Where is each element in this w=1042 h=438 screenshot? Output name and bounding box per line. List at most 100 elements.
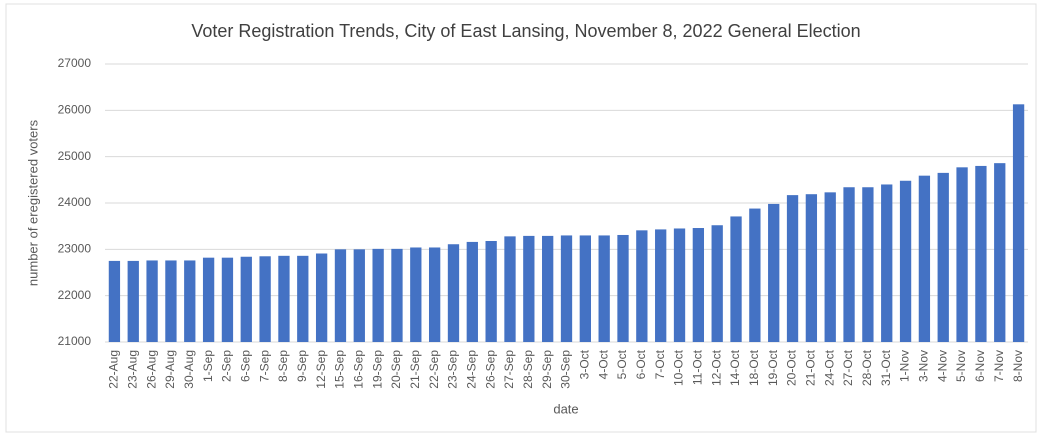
bar [1012,104,1025,342]
bar [184,260,196,342]
bar [259,256,271,342]
x-tick-label: 27-Sep [502,350,516,389]
bar [334,249,347,342]
bar [353,249,365,342]
bar [768,203,780,342]
y-tick-label: 27000 [58,56,92,70]
x-tick-label: 7-Oct [653,349,667,379]
y-axis-title: number of eregistered voters [25,119,40,286]
bar [410,247,422,342]
bar [297,255,309,342]
x-tick-label: 12-Sep [314,350,328,389]
x-tick-label: 30-Aug [182,350,196,389]
bar [617,234,629,342]
bar [523,235,535,342]
bar [560,235,573,342]
x-tick-label: 20-Oct [785,349,799,386]
bar [937,172,949,342]
bar [165,260,177,342]
x-tick-label: 26-Aug [144,350,158,389]
x-tick-label: 26-Sep [483,350,497,389]
x-axis-title: date [553,401,578,416]
x-tick-label: 14-Oct [728,349,742,386]
x-tick-label: 31-Oct [879,349,893,386]
y-tick-label: 23000 [58,242,92,256]
bar [315,253,328,342]
bar [579,235,591,342]
bar [466,241,478,342]
x-tick-label: 22-Sep [427,350,441,389]
x-tick-label: 3-Oct [578,349,592,379]
x-tick-label: 22-Aug [107,350,121,389]
bar [899,180,912,342]
bar [749,208,761,342]
x-tick-label: 6-Nov [973,350,987,382]
x-tick-label: 4-Oct [596,349,610,379]
bar [730,216,742,342]
bar [391,248,403,342]
bar [108,260,121,342]
x-tick-label: 16-Sep [351,350,365,389]
x-tick-label: 27-Oct [841,349,855,386]
bar [485,240,497,342]
bar [824,192,836,342]
bar [146,260,158,342]
x-tick-label: 23-Aug [125,350,139,389]
y-tick-label: 21000 [58,334,92,348]
chart-title: Voter Registration Trends, City of East … [191,21,860,41]
x-tick-label: 21-Sep [408,350,422,389]
x-tick-label: 7-Sep [257,350,271,382]
x-tick-label: 24-Sep [464,350,478,389]
x-tick-label: 5-Oct [615,349,629,379]
x-tick-label: 28-Sep [521,350,535,389]
x-tick-label: 30-Sep [559,350,573,389]
bar [447,244,460,342]
bar [598,235,610,342]
x-tick-label: 8-Sep [276,350,290,382]
x-tick-label: 18-Oct [747,349,761,386]
bar [692,228,705,342]
bar [711,225,723,342]
x-tick-label: 9-Sep [295,350,309,382]
y-tick-label: 25000 [58,149,92,163]
bar [975,165,987,342]
bar [805,194,818,342]
x-tick-label: 19-Sep [370,350,384,389]
x-tick-label: 10-Oct [672,349,686,386]
x-tick-label: 1-Sep [201,350,215,382]
x-tick-label: 24-Oct [822,349,836,386]
x-tick-label: 11-Oct [691,349,705,385]
bar [673,228,686,342]
x-tick-label: 21-Oct [804,349,818,386]
x-tick-label: 8-Nov [1011,350,1025,382]
bar [542,235,554,342]
bar [372,248,384,342]
x-tick-label: 15-Sep [333,350,347,389]
bar [240,256,252,342]
bar [918,175,931,342]
x-tick-label: 7-Nov [992,350,1006,382]
bar [278,255,290,342]
bar [843,187,855,342]
x-tick-label: 29-Aug [163,350,177,389]
x-tick-label: 12-Oct [709,349,723,386]
y-tick-label: 22000 [58,288,92,302]
bar [504,236,516,342]
bar [786,195,799,342]
x-tick-label: 3-Nov [917,350,931,382]
x-tick-label: 28-Oct [860,349,874,386]
bar [994,163,1006,342]
x-tick-label: 6-Sep [238,350,252,382]
bar [428,247,441,342]
y-tick-label: 24000 [58,195,92,209]
x-tick-label: 20-Sep [389,350,403,389]
bar [202,257,215,342]
bar [127,260,139,342]
x-tick-label: 6-Oct [634,349,648,379]
bar [655,229,667,342]
y-tick-label: 26000 [58,103,92,117]
x-tick-label: 19-Oct [766,349,780,386]
x-tick-label: 2-Sep [220,350,234,382]
bar [862,187,874,342]
bar [636,230,648,342]
